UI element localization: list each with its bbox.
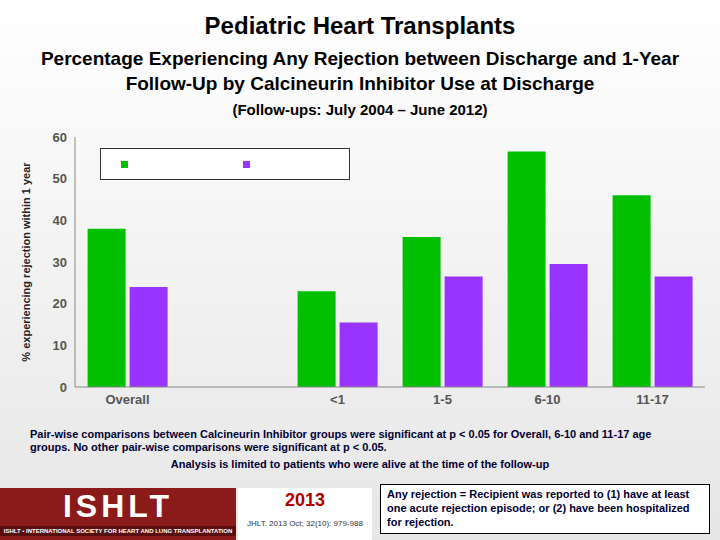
svg-text:11-17: 11-17 [636,392,669,407]
html-text:% experiencing rejection withi: % experiencing rejection within 1 year [20,162,32,362]
html-text:JHLT. 2013 Oct; 32(10): 979-98: JHLT. 2013 Oct; 32(10): 979-988 [247,519,363,528]
svg-text:6-10: 6-10 [534,392,560,407]
svg-text:50: 50 [53,171,67,186]
html-text:2013: 2013 [285,490,325,510]
svg-text:1-5: 1-5 [433,392,452,407]
svg-text:<1: <1 [330,392,345,407]
svg-text:0: 0 [60,380,67,395]
html-text:Pair-wise comparisons between: Pair-wise comparisons between Calcineuri… [30,428,652,453]
html-text:ISHLT: ISHLT [63,488,173,524]
html-text:Analysis is limited to patient: Analysis is limited to patients who were… [170,458,550,470]
svg-text:10: 10 [53,338,67,353]
svg-text:60: 60 [53,130,67,145]
html-text:Any rejection = Recipient was: Any rejection = Recipient was reported t… [387,488,690,528]
html-text:Pediatric Heart Transplants: Pediatric Heart Transplants [204,12,516,39]
svg-text:Overall: Overall [105,392,149,407]
html-text:ISHLT • INTERNATIONAL SOCIETY: ISHLT • INTERNATIONAL SOCIETY FOR HEART … [3,528,233,534]
svg-text:30: 30 [53,255,67,270]
svg-text:20: 20 [53,296,67,311]
svg-text:40: 40 [53,213,67,228]
html-text:(Follow-ups: July 2004 – June: (Follow-ups: July 2004 – June 2012) [232,101,488,118]
html-text:Percentage Experiencing Any Re: Percentage Experiencing Any Rejection be… [40,48,680,94]
